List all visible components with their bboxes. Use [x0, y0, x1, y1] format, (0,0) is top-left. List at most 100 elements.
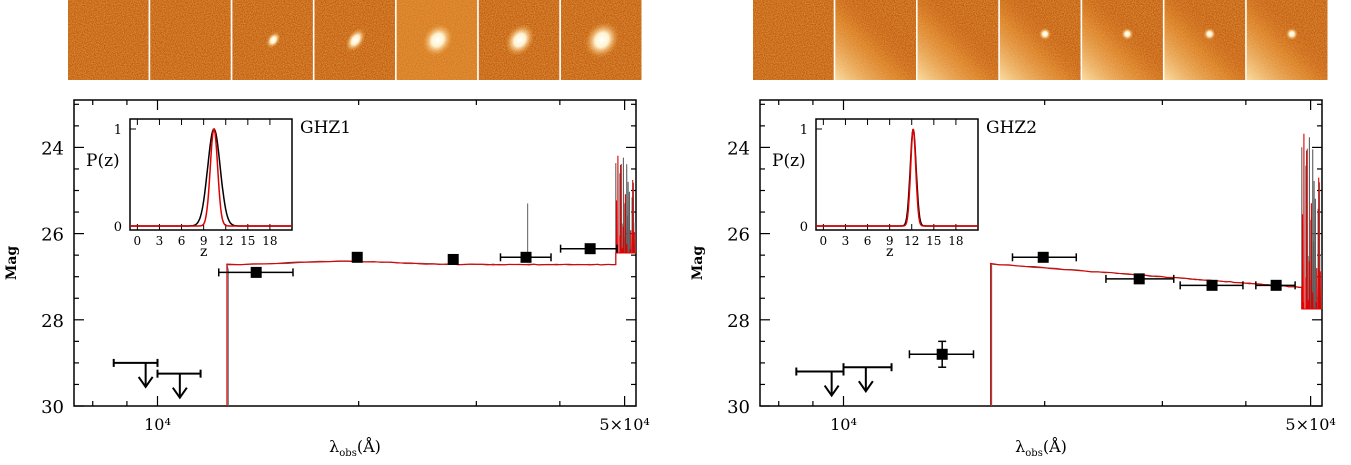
inset-y-tick-label: 0: [114, 220, 122, 235]
image-stamp: [916, 0, 999, 80]
inset-x-tick-label: 12: [218, 234, 233, 248]
data-marker: [250, 266, 262, 278]
inset-x-tick-label: 0: [134, 234, 142, 248]
y-tick-label: 24: [41, 138, 64, 159]
inset-y-tick-label: 0: [800, 220, 808, 235]
data-marker: [1206, 279, 1218, 291]
photometry-point: [447, 253, 459, 265]
image-stamp: [230, 0, 313, 80]
stamp-contaminant: [1082, 0, 1163, 80]
data-marker: [447, 253, 459, 265]
data-marker: [520, 251, 532, 263]
limit-arrow-head: [858, 380, 874, 393]
photometry-point: [1179, 279, 1244, 291]
panel-title: GHZ2: [986, 118, 1037, 138]
y-tick-label: 30: [727, 397, 750, 418]
inset-y-tick-label: 1: [114, 123, 122, 138]
image-stamp: [833, 0, 917, 80]
inset-x-tick-label: 6: [178, 234, 186, 248]
inset-x-tick-label: 9: [200, 234, 208, 248]
plot-frame: [73, 99, 637, 407]
y-tick-label: 26: [41, 225, 64, 246]
source-blob: [1039, 28, 1051, 40]
inset-x-tick-label: 9: [886, 234, 894, 248]
data-marker: [1270, 279, 1282, 291]
image-stamp: [1162, 0, 1246, 80]
inset-y-tick-label: 1: [800, 123, 808, 138]
image-stamp: [753, 0, 834, 80]
inset-x-tick-label: 3: [842, 234, 850, 248]
image-stamp: [559, 0, 642, 80]
model-spectrum-line: [990, 133, 1322, 406]
photometry-point: [559, 243, 618, 255]
upper-limit: [842, 363, 893, 393]
stamp-noise: [753, 0, 834, 80]
inset-frame: [815, 118, 979, 231]
y-tick-label: 30: [41, 397, 64, 418]
data-marker: [1133, 273, 1145, 285]
y-tick-label: 26: [727, 225, 750, 246]
inset-x-tick-label: 15: [240, 234, 255, 248]
data-marker: [936, 348, 948, 360]
data-marker: [351, 251, 363, 263]
limit-arrow-head: [823, 384, 840, 398]
image-stamp: [395, 0, 478, 80]
source-blob: [584, 21, 619, 59]
x-tick-label: 10⁴: [830, 415, 857, 434]
image-stamp: [148, 0, 231, 80]
inset-x-tick-label: 15: [926, 234, 941, 248]
x-tick-label: 5×10⁴: [1285, 415, 1335, 434]
photometry-point: [1105, 273, 1175, 285]
y-axis-label: Mag: [690, 246, 706, 281]
image-stamp: [477, 0, 560, 80]
photometry-point: [351, 251, 363, 263]
stamp-contaminant: [999, 0, 1081, 80]
stamp-row-ghz1: [68, 0, 642, 80]
upper-limit: [112, 358, 159, 389]
photometry-point: [1011, 251, 1078, 263]
y-axis-label: Mag: [4, 246, 20, 281]
stamp-noise: [150, 0, 231, 80]
pz-curve: [130, 128, 292, 227]
panel-title: GHZ1: [300, 118, 351, 138]
stamp-contaminant: [1164, 0, 1246, 80]
inset-x-tick-label: 12: [904, 234, 919, 248]
photometry-point: [499, 251, 552, 263]
image-stamp: [312, 0, 396, 80]
x-axis-label: λobs(Å): [329, 436, 381, 459]
plot-frame: [759, 99, 1323, 407]
x-axis-label: λobs(Å): [1015, 436, 1067, 459]
source-blob: [345, 28, 366, 52]
source-blob: [505, 24, 535, 56]
x-tick-label: 10⁴: [144, 415, 171, 434]
source-blob: [1285, 28, 1298, 40]
inset-y-label: P(z): [86, 151, 120, 171]
y-tick-label: 24: [727, 138, 750, 159]
inset-x-tick-label: 6: [864, 234, 872, 248]
inset-x-label: z: [200, 244, 207, 260]
data-marker: [584, 243, 596, 255]
stamp-row-ghz2: [753, 0, 1328, 80]
inset-x-tick-label: 18: [262, 234, 277, 248]
model-spectra: [989, 133, 1323, 406]
photometry-points: [795, 251, 1296, 398]
image-stamp: [998, 0, 1081, 80]
inset-x-label: z: [886, 244, 893, 260]
photometry-point: [1255, 279, 1296, 291]
source-blob: [266, 31, 281, 49]
image-stamp: [1245, 0, 1328, 80]
data-marker: [1037, 251, 1049, 263]
source-blob: [1121, 28, 1134, 40]
source-blob: [1203, 28, 1216, 40]
source-blob: [422, 23, 453, 57]
image-stamp: [1080, 0, 1163, 80]
upper-limit: [795, 367, 845, 398]
stamp-contaminant: [835, 0, 917, 80]
stamp-contaminant: [917, 0, 999, 80]
stamp-noise: [68, 0, 149, 80]
